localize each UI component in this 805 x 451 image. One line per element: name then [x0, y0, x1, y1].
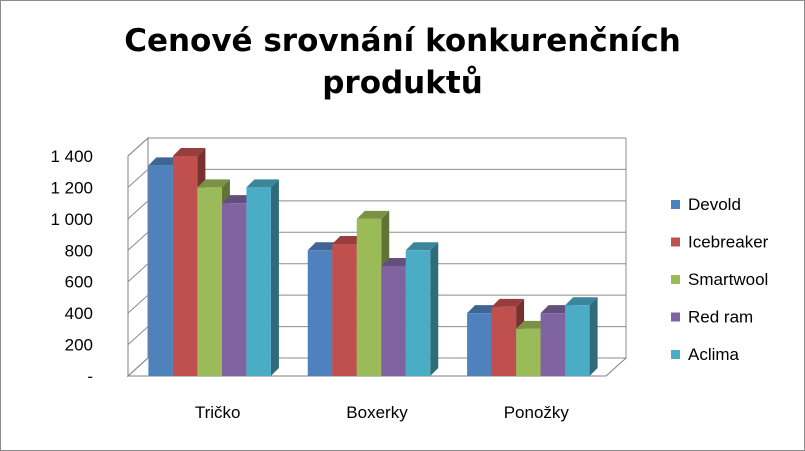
- bar-front: [356, 218, 382, 376]
- bar-front: [405, 250, 431, 376]
- legend-label: Red ram: [688, 308, 753, 327]
- bar-top: [148, 157, 181, 166]
- y-tick-label: 800: [65, 241, 93, 260]
- bar-top: [221, 195, 255, 204]
- y-tick-label: -: [87, 367, 93, 386]
- bar: [565, 297, 598, 376]
- side-wall: [127, 136, 149, 378]
- bar-top: [565, 297, 598, 306]
- legend-label: Aclima: [688, 345, 740, 364]
- x-axis: Tričko Boxerky Ponožky: [195, 403, 570, 422]
- bar-top: [467, 305, 500, 314]
- legend-label: Smartwool: [688, 270, 768, 289]
- bar-top: [540, 305, 574, 314]
- legend-item: Red ram: [671, 308, 753, 327]
- chart-title-line-1: Cenové srovnání konkurenčních: [124, 23, 681, 59]
- bar-side: [270, 179, 279, 376]
- gridline: [127, 294, 626, 314]
- y-axis: - 200 400 600 800 1 000 1 200 1 400: [50, 147, 93, 386]
- y-tick-label: 200: [65, 336, 93, 355]
- bar-top: [246, 179, 279, 188]
- y-tick-label: 1 000: [50, 210, 93, 229]
- legend-item: Devold: [671, 195, 741, 214]
- legend-item: Smartwool: [671, 270, 768, 289]
- bar-side: [589, 297, 598, 376]
- bar-front: [172, 156, 198, 376]
- bar-front: [565, 305, 590, 376]
- bar-top: [356, 210, 390, 219]
- legend-item: Aclima: [671, 345, 740, 364]
- legend-swatch: [671, 350, 680, 359]
- bar-front: [540, 313, 566, 376]
- legend-label: Icebreaker: [688, 233, 769, 252]
- bar-front: [491, 306, 517, 376]
- legend-swatch: [671, 275, 680, 284]
- bar-top: [381, 258, 414, 266]
- bar-front: [467, 313, 492, 376]
- bar: [405, 242, 439, 376]
- legend-swatch: [671, 312, 680, 322]
- y-tick-label: 400: [65, 304, 93, 323]
- chart-title-line-2: produktů: [322, 65, 483, 101]
- gridline: [127, 326, 626, 345]
- x-tick-label: Tričko: [195, 403, 241, 422]
- bar-side: [430, 242, 439, 376]
- legend-swatch: [671, 200, 680, 209]
- x-tick-label: Ponožky: [504, 403, 570, 422]
- gridline: [127, 263, 626, 283]
- bar-top: [197, 179, 230, 188]
- legend-item: Icebreaker: [671, 233, 769, 252]
- bar-front: [246, 187, 271, 376]
- bar-front: [307, 250, 333, 376]
- bar: [246, 179, 279, 376]
- bar-top: [307, 242, 341, 251]
- y-tick-label: 1 200: [50, 178, 93, 197]
- x-tick-label: Boxerky: [346, 403, 408, 422]
- y-tick-label: 1 400: [50, 147, 93, 166]
- bars: [148, 148, 598, 376]
- bar-top: [405, 242, 439, 251]
- bar-top: [516, 320, 549, 329]
- gridlines: [127, 137, 627, 377]
- gridline: [127, 357, 626, 377]
- legend-label: Devold: [688, 195, 741, 214]
- chart-title: Cenové srovnání konkurenčních produktů: [0, 20, 805, 104]
- gridline: [127, 200, 626, 220]
- gridline: [127, 231, 626, 251]
- bar-top: [332, 236, 365, 244]
- bar-front: [332, 244, 357, 376]
- gridline: [127, 137, 626, 157]
- bar-front: [148, 165, 173, 376]
- bar-front: [381, 266, 406, 376]
- y-tick-label: 600: [65, 273, 93, 292]
- bar-top: [172, 148, 206, 156]
- bar-top: [491, 298, 525, 307]
- legend: Devold Icebreaker Smartwool Red ram Aclima: [671, 195, 769, 364]
- bar-front: [221, 203, 247, 376]
- gridline: [127, 168, 626, 188]
- bar-front: [516, 328, 541, 376]
- bar-front: [197, 187, 222, 376]
- legend-swatch: [671, 237, 680, 247]
